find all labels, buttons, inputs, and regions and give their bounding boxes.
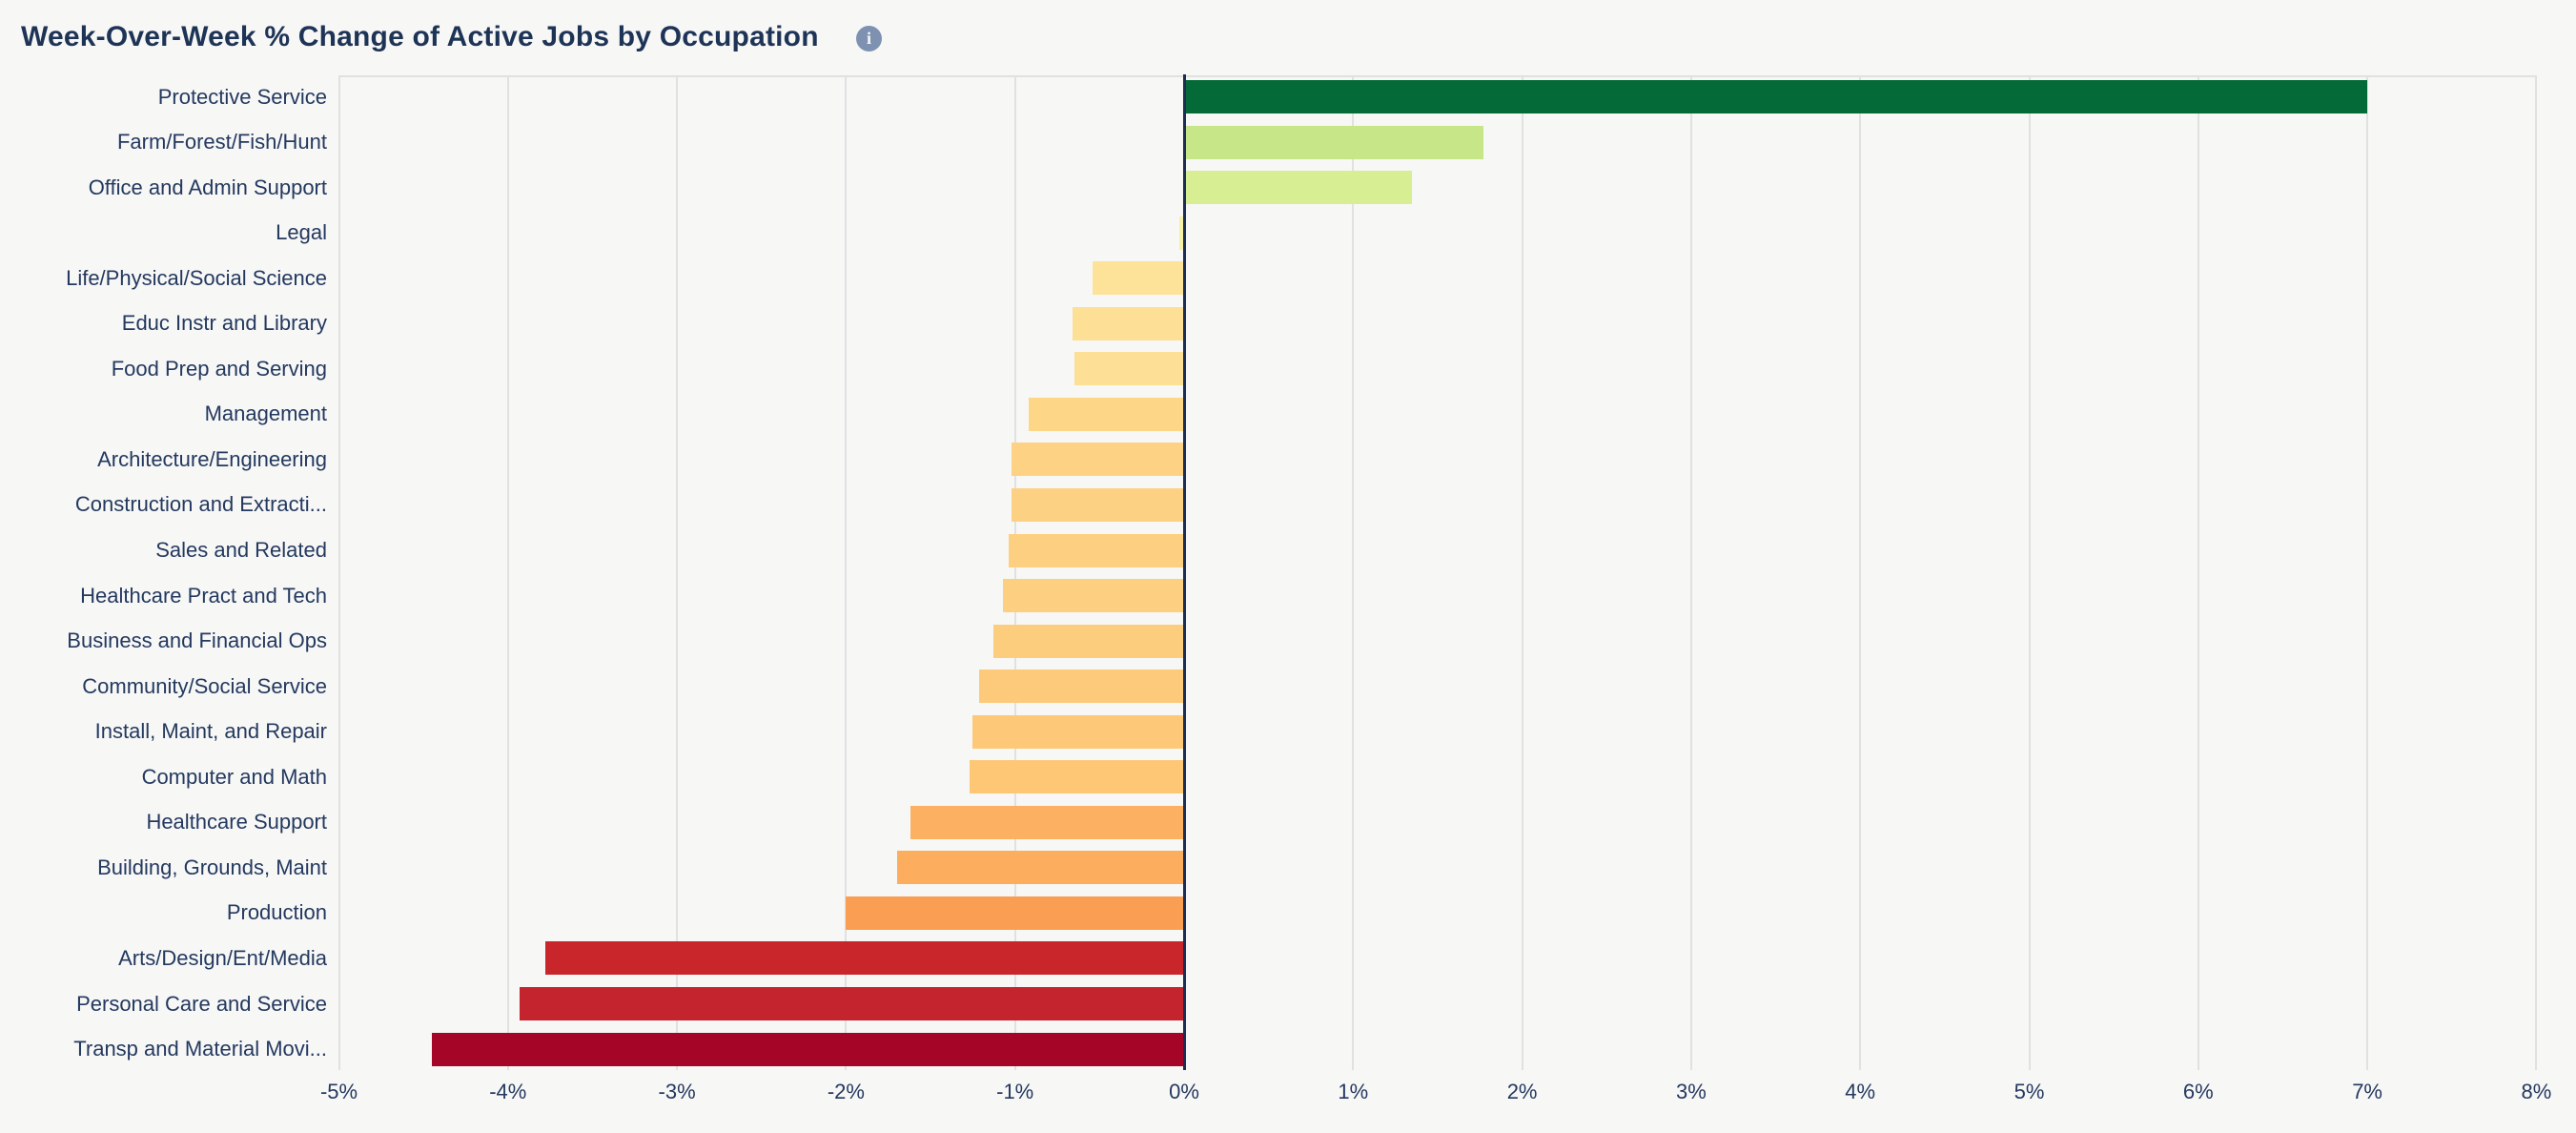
x-tick-label: 2%	[1506, 1080, 1538, 1103]
gridline	[506, 75, 509, 1070]
x-tick-label: 6%	[2182, 1080, 2214, 1103]
category-label: Office and Admin Support	[88, 175, 327, 199]
category-label: Personal Care and Service	[76, 991, 327, 1016]
category-label: Farm/Forest/Fish/Hunt	[116, 130, 327, 154]
gridline	[1352, 75, 1355, 1070]
bar[interactable]	[992, 624, 1184, 658]
info-icon[interactable]: i	[856, 26, 882, 52]
x-tick-label: -1%	[996, 1080, 1034, 1103]
category-label: Community/Social Service	[82, 673, 327, 698]
bar[interactable]	[1184, 171, 1413, 205]
gridline	[337, 75, 340, 1070]
bar[interactable]	[520, 987, 1184, 1020]
category-label: Computer and Math	[141, 764, 327, 789]
bar[interactable]	[910, 805, 1184, 839]
gridline	[2366, 75, 2369, 1070]
x-tick-label: 1%	[1338, 1080, 1369, 1103]
x-tick-label: 7%	[2352, 1080, 2382, 1103]
bar[interactable]	[972, 714, 1184, 749]
bar[interactable]	[1178, 216, 1184, 250]
gridline	[2197, 75, 2199, 1070]
bar[interactable]	[1012, 443, 1184, 477]
gridline	[2535, 75, 2538, 1070]
bar[interactable]	[846, 896, 1184, 930]
bar[interactable]	[1028, 397, 1184, 431]
zero-axis-line	[1182, 74, 1186, 1070]
gridline	[845, 75, 848, 1070]
bar[interactable]	[969, 760, 1184, 794]
x-tick-label: 3%	[1675, 1080, 1707, 1103]
x-tick-label: 0%	[1169, 1080, 1199, 1103]
category-label: Sales and Related	[155, 538, 327, 562]
bar[interactable]	[544, 941, 1184, 976]
category-label: Architecture/Engineering	[97, 446, 327, 471]
gridline	[1521, 75, 1523, 1070]
category-label: Business and Financial Ops	[67, 628, 327, 653]
bar[interactable]	[1073, 352, 1184, 386]
gridline	[2028, 75, 2031, 1070]
plot-top-border	[337, 75, 2538, 77]
bar[interactable]	[1184, 80, 2368, 113]
x-tick-label: -4%	[489, 1080, 527, 1103]
bar[interactable]	[1072, 306, 1184, 340]
gridline	[676, 75, 679, 1070]
x-tick-label: -2%	[827, 1080, 865, 1103]
bar[interactable]	[1003, 579, 1184, 613]
category-label: Life/Physical/Social Science	[66, 265, 327, 290]
chart-title: Week-Over-Week % Change of Active Jobs b…	[21, 21, 819, 52]
bar[interactable]	[1184, 125, 1483, 159]
category-label: Food Prep and Serving	[111, 356, 327, 381]
category-label: Arts/Design/Ent/Media	[118, 945, 327, 970]
category-label: Transp and Material Movi...	[73, 1037, 327, 1061]
category-label: Install, Maint, and Repair	[94, 719, 327, 744]
bar[interactable]	[896, 851, 1184, 885]
bar[interactable]	[432, 1032, 1184, 1066]
gridline	[1859, 75, 1862, 1070]
gridline	[1013, 75, 1016, 1070]
x-tick-label: 8%	[2521, 1080, 2552, 1103]
x-tick-label: -5%	[319, 1080, 358, 1103]
x-tick-label: 4%	[1845, 1080, 1876, 1103]
x-tick-label: 5%	[2014, 1080, 2045, 1103]
bar[interactable]	[979, 670, 1184, 704]
category-label: Construction and Extracti...	[74, 492, 327, 517]
category-label: Production	[226, 900, 327, 925]
bar[interactable]	[1093, 261, 1184, 296]
category-label: Legal	[276, 220, 327, 245]
category-label: Building, Grounds, Maint	[97, 855, 327, 879]
bar[interactable]	[1008, 533, 1184, 567]
category-label: Healthcare Support	[146, 810, 327, 834]
x-tick-label: -3%	[658, 1080, 696, 1103]
category-label: Protective Service	[157, 84, 327, 109]
category-label: Healthcare Pract and Tech	[80, 583, 327, 608]
category-label: Educ Instr and Library	[121, 311, 327, 336]
gridline	[1689, 75, 1692, 1070]
category-label: Management	[204, 402, 327, 426]
bar[interactable]	[1012, 487, 1184, 522]
